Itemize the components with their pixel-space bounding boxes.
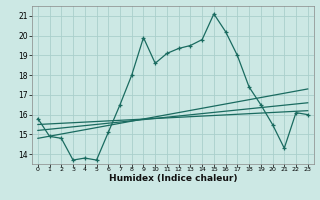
X-axis label: Humidex (Indice chaleur): Humidex (Indice chaleur) (108, 174, 237, 183)
